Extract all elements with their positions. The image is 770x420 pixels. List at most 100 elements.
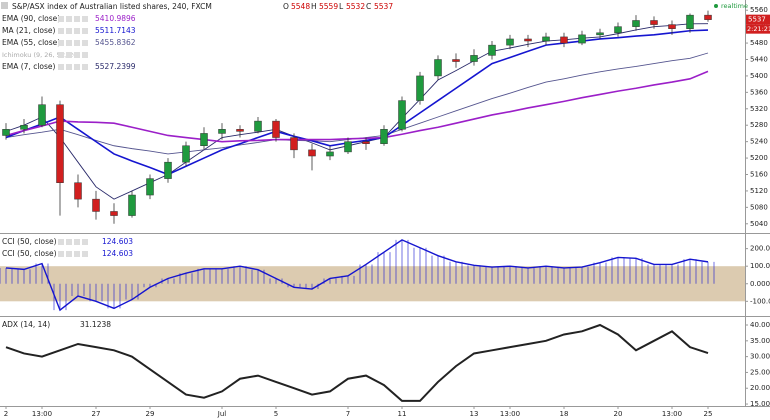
x-tick-label: 25 bbox=[704, 410, 713, 418]
y-tick-label: 5360 bbox=[750, 88, 768, 96]
candle-body bbox=[326, 151, 334, 157]
x-tick-label: 2 bbox=[4, 410, 8, 418]
indicator-value: 124.603 bbox=[102, 237, 133, 246]
y-tick-label: 5320 bbox=[750, 105, 768, 113]
indicator-icon[interactable] bbox=[82, 16, 88, 22]
candle-body bbox=[74, 182, 82, 200]
indicator-icon[interactable] bbox=[82, 251, 88, 257]
cci-band bbox=[0, 266, 745, 302]
indicator-name: Ichimoku (9, 26, 52, 26) bbox=[2, 51, 80, 59]
y-tick-label: 5040 bbox=[750, 220, 768, 228]
indicator-line bbox=[5, 29, 709, 176]
indicator-icon[interactable] bbox=[74, 64, 80, 70]
indicator-icon[interactable] bbox=[66, 16, 72, 22]
candle-body bbox=[560, 36, 568, 44]
ohlc-value: 5559 bbox=[319, 2, 338, 11]
indicator-icon[interactable] bbox=[74, 40, 80, 46]
candle-body bbox=[686, 14, 694, 29]
candle-body bbox=[542, 36, 550, 42]
x-tick-label: 5 bbox=[274, 410, 278, 418]
indicator-icon[interactable] bbox=[58, 52, 64, 58]
candle-body bbox=[434, 59, 442, 77]
ohlc-label: C bbox=[366, 2, 371, 11]
candle-body bbox=[20, 124, 28, 130]
indicator-value: 5527.2399 bbox=[95, 62, 136, 71]
candle-body bbox=[668, 24, 676, 29]
x-tick-label: 13:00 bbox=[32, 410, 52, 418]
candle-body bbox=[110, 211, 118, 216]
collapse-icon[interactable] bbox=[1, 2, 8, 9]
indicator-icon[interactable] bbox=[82, 64, 88, 70]
indicator-icon[interactable] bbox=[74, 251, 80, 257]
ohlc-value: 5548 bbox=[291, 2, 310, 11]
indicator-icon[interactable] bbox=[66, 40, 72, 46]
x-tick-label: Jul bbox=[217, 410, 227, 418]
y-tick-label: 5400 bbox=[750, 72, 768, 80]
countdown: 2:21:21 bbox=[747, 25, 770, 33]
indicator-line bbox=[5, 239, 709, 312]
indicator-icon[interactable] bbox=[66, 239, 72, 245]
candle-body bbox=[272, 120, 280, 138]
indicator-icon[interactable] bbox=[66, 52, 72, 58]
candle-body bbox=[254, 120, 262, 132]
ohlc-label: L bbox=[339, 2, 344, 11]
y-tick-label: 20.0000 bbox=[750, 384, 770, 392]
y-tick-label: 5200 bbox=[750, 154, 768, 162]
indicator-icon[interactable] bbox=[74, 28, 80, 34]
indicator-icon[interactable] bbox=[58, 239, 64, 245]
candle-body bbox=[398, 100, 406, 130]
ohlc-value: 5537 bbox=[374, 2, 393, 11]
candle-body bbox=[128, 194, 136, 216]
indicator-value: 5455.8362 bbox=[95, 38, 136, 47]
y-tick-label: 35.0000 bbox=[750, 337, 770, 345]
candle-body bbox=[578, 34, 586, 44]
ohlc-label: O bbox=[283, 2, 289, 11]
status: realtime bbox=[721, 2, 748, 10]
indicator-icon[interactable] bbox=[82, 52, 88, 58]
candle-body bbox=[506, 38, 514, 46]
indicator-icon[interactable] bbox=[82, 28, 88, 34]
indicator-icon[interactable] bbox=[66, 64, 72, 70]
indicator-icon[interactable] bbox=[58, 64, 64, 70]
indicator-icon[interactable] bbox=[74, 239, 80, 245]
indicator-icon[interactable] bbox=[58, 40, 64, 46]
legend: S&P/ASX index of Australian listed share… bbox=[1, 2, 393, 11]
y-tick-label: 25.0000 bbox=[750, 368, 770, 376]
candle-body bbox=[650, 20, 658, 25]
y-tick-label: 5120 bbox=[750, 187, 768, 195]
y-tick-label: 15.0000 bbox=[750, 400, 770, 408]
x-tick-label: 13 bbox=[470, 410, 479, 418]
candle-body bbox=[488, 44, 496, 56]
indicator-icon[interactable] bbox=[74, 52, 80, 58]
indicator-icon[interactable] bbox=[82, 40, 88, 46]
indicator-icon[interactable] bbox=[58, 28, 64, 34]
countdown-box bbox=[746, 24, 770, 34]
ohlc-label: H bbox=[311, 2, 317, 11]
candle-body bbox=[38, 104, 46, 126]
indicator-icon[interactable] bbox=[82, 239, 88, 245]
candle-body bbox=[362, 141, 370, 144]
y-tick-label: 5480 bbox=[750, 39, 768, 47]
indicator-line bbox=[5, 70, 709, 143]
indicator-name: CCI (50, close) bbox=[2, 237, 57, 246]
indicator-icon[interactable] bbox=[66, 251, 72, 257]
indicator-icon[interactable] bbox=[58, 16, 64, 22]
indicator-name: EMA (55, close) bbox=[2, 38, 60, 47]
x-tick-label: 27 bbox=[92, 410, 101, 418]
candle-body bbox=[614, 26, 622, 34]
ohlc-value: 5532 bbox=[346, 2, 365, 11]
indicator-name: ADX (14, 14) bbox=[2, 320, 50, 329]
candle-body bbox=[524, 38, 532, 42]
indicator-value: 124.603 bbox=[102, 249, 133, 258]
panel-borders bbox=[0, 0, 770, 407]
y-tick-label: 30.0000 bbox=[750, 353, 770, 361]
indicator-name: MA (21, close) bbox=[2, 26, 56, 35]
y-tick-label: 0.0000 bbox=[750, 280, 770, 288]
candle-body bbox=[290, 137, 298, 151]
indicator-icon[interactable] bbox=[66, 28, 72, 34]
indicator-icon[interactable] bbox=[74, 16, 80, 22]
indicator-icon[interactable] bbox=[58, 251, 64, 257]
indicator-name: EMA (90, close) bbox=[2, 14, 60, 23]
x-tick-label: 18 bbox=[560, 410, 569, 418]
candle-body bbox=[704, 14, 712, 20]
